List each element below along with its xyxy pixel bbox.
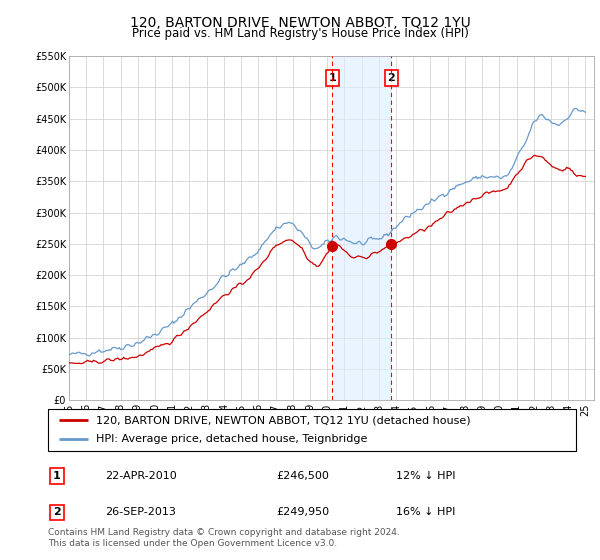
Text: 120, BARTON DRIVE, NEWTON ABBOT, TQ12 1YU: 120, BARTON DRIVE, NEWTON ABBOT, TQ12 1Y… [130, 16, 470, 30]
Text: £249,950: £249,950 [276, 507, 329, 517]
Text: 1: 1 [328, 73, 336, 83]
Text: 120, BARTON DRIVE, NEWTON ABBOT, TQ12 1YU (detached house): 120, BARTON DRIVE, NEWTON ABBOT, TQ12 1Y… [95, 415, 470, 425]
Text: HPI: Average price, detached house, Teignbridge: HPI: Average price, detached house, Teig… [95, 435, 367, 445]
Text: 12% ↓ HPI: 12% ↓ HPI [396, 471, 455, 481]
Text: 1: 1 [53, 471, 61, 481]
Text: Price paid vs. HM Land Registry's House Price Index (HPI): Price paid vs. HM Land Registry's House … [131, 27, 469, 40]
Text: 2: 2 [53, 507, 61, 517]
Text: Contains HM Land Registry data © Crown copyright and database right 2024.
This d: Contains HM Land Registry data © Crown c… [48, 528, 400, 548]
Text: £246,500: £246,500 [276, 471, 329, 481]
Text: 16% ↓ HPI: 16% ↓ HPI [396, 507, 455, 517]
Text: 26-SEP-2013: 26-SEP-2013 [105, 507, 176, 517]
Text: 22-APR-2010: 22-APR-2010 [105, 471, 177, 481]
FancyBboxPatch shape [48, 409, 576, 451]
Text: 2: 2 [388, 73, 395, 83]
